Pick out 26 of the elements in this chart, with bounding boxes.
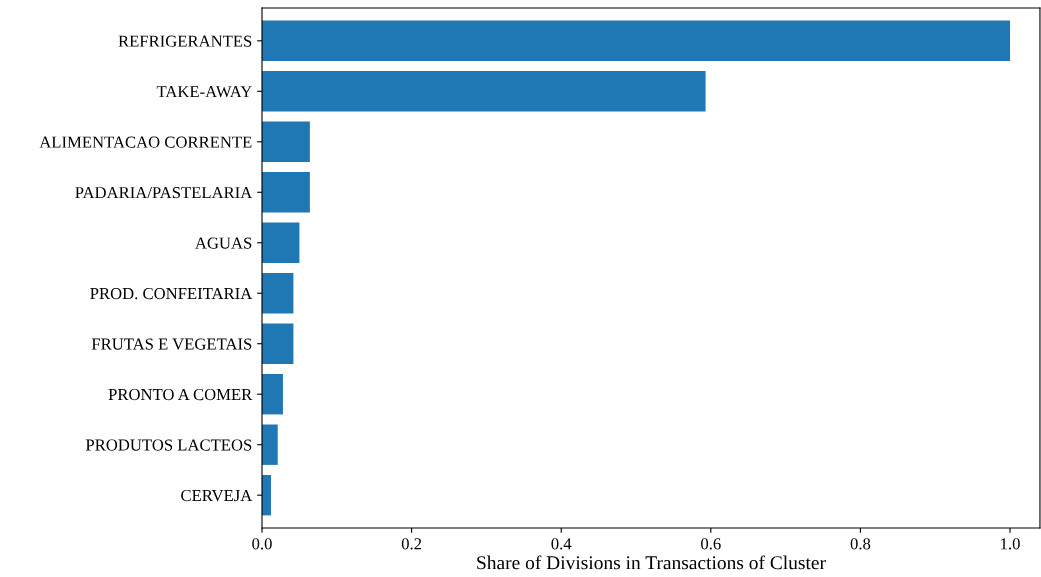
x-tick-label: 0.8 bbox=[850, 538, 871, 550]
bar bbox=[262, 71, 706, 112]
y-tick-label: PADARIA/PASTELARIA bbox=[75, 187, 253, 199]
y-tick-label: ALIMENTACAO CORRENTE bbox=[39, 136, 252, 148]
bar bbox=[262, 273, 294, 314]
x-tick-label: 1.0 bbox=[1001, 538, 1020, 550]
x-tick-label: 0.2 bbox=[401, 538, 422, 550]
y-tick-label: FRUTAS E VEGETAIS bbox=[91, 338, 252, 350]
y-tick-label: AGUAS bbox=[195, 237, 252, 249]
bar bbox=[262, 20, 1011, 62]
y-tick-label: PRONTO A COMER bbox=[108, 388, 253, 401]
x-axis-title: Share of Divisions in Transactions of Cluster bbox=[477, 555, 826, 570]
y-tick-label: PRODUTOS LACTEOS bbox=[85, 439, 252, 451]
bar bbox=[262, 374, 283, 415]
bar bbox=[262, 323, 294, 364]
y-tick-label: CERVEJA bbox=[181, 489, 253, 502]
x-tick-label: 0.0 bbox=[252, 538, 272, 550]
bar bbox=[262, 121, 310, 162]
bar bbox=[262, 172, 310, 213]
x-tick-label: 0.4 bbox=[551, 538, 572, 550]
x-tick-label: 0.6 bbox=[701, 538, 721, 550]
y-tick-label: TAKE-AWAY bbox=[156, 86, 252, 98]
y-tick-label: REFRIGERANTES bbox=[118, 35, 252, 47]
bar bbox=[262, 424, 278, 465]
bar bbox=[262, 222, 300, 263]
y-tick-label: PROD. CONFEITARIA bbox=[90, 287, 253, 300]
